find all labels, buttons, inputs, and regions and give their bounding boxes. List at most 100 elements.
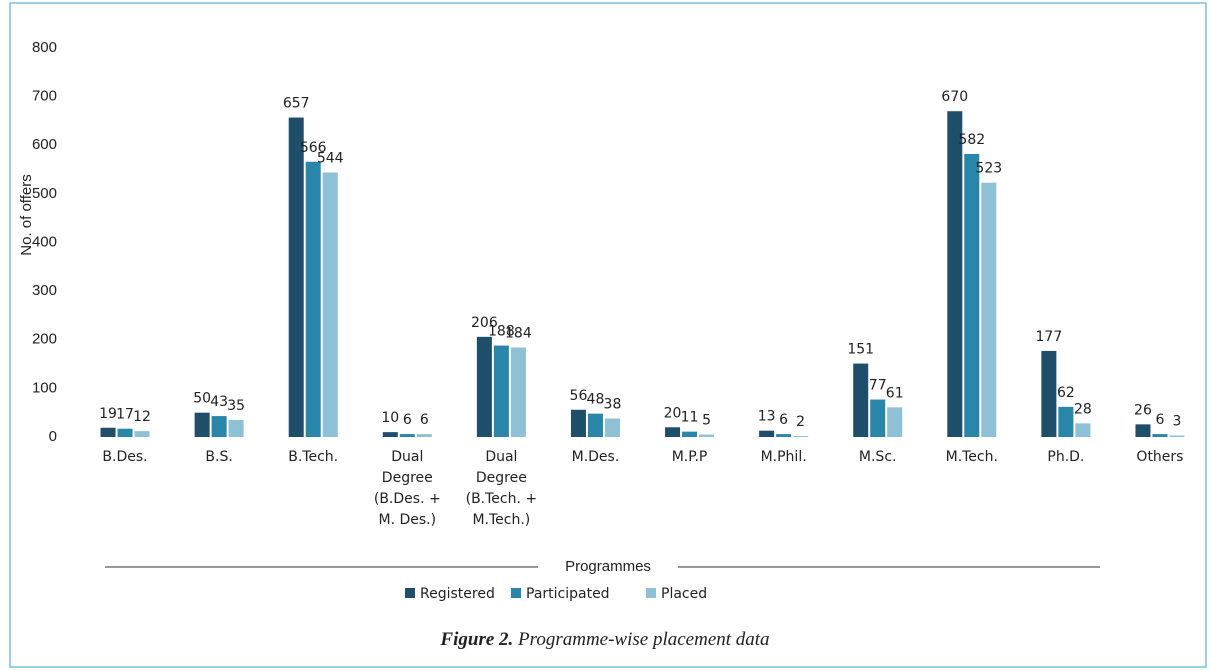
x-tick-label-box: M.Tech. — [945, 449, 998, 465]
value-label: 6 — [420, 412, 429, 428]
x-tick-label: B.Tech. — [288, 449, 339, 465]
bar — [587, 413, 603, 437]
bar — [870, 399, 886, 437]
bar — [964, 154, 980, 437]
bar — [382, 432, 398, 437]
y-tick-label: 700 — [32, 88, 57, 105]
value-label: 188 — [488, 324, 515, 340]
x-tick-label-box: M.Des. — [572, 449, 620, 465]
x-tick-label: M.P.P — [671, 449, 708, 465]
bar — [759, 430, 775, 437]
bar — [1152, 434, 1168, 437]
value-label: 544 — [317, 150, 344, 166]
value-label: 151 — [847, 342, 874, 358]
x-tick-label-box: B.Des. — [102, 449, 148, 465]
value-label: 12 — [133, 409, 151, 425]
caption-text: Programme-wise placement data — [517, 629, 770, 650]
caption-label: Figure 2. — [439, 629, 513, 650]
legend-label: Registered — [420, 586, 495, 602]
value-label: 50 — [193, 391, 211, 407]
caption: Figure 2. Programme-wise placement data — [439, 629, 769, 650]
bar — [288, 117, 304, 437]
value-label: 17 — [116, 407, 134, 423]
x-tick-label-box: B.Tech. — [288, 449, 339, 465]
bar — [981, 182, 997, 437]
x-tick-label-box: M.Phil. — [760, 449, 807, 465]
x-tick-label-box: Ph.D. — [1047, 449, 1085, 465]
bar — [793, 436, 809, 437]
bar — [947, 111, 963, 438]
x-tick-label: Dual Degree (B.Des. + M. Des.) — [373, 449, 441, 528]
x-tick-label-box: Dual Degree (B.Tech. + M.Tech.) — [466, 449, 538, 528]
value-label: 6 — [403, 412, 412, 428]
value-label: 177 — [1036, 329, 1063, 345]
value-label: 61 — [886, 385, 904, 401]
value-label: 6 — [779, 412, 788, 428]
value-label: 6 — [1155, 412, 1164, 428]
x-tick-label: Ph.D. — [1047, 449, 1085, 465]
y-tick-label: 800 — [32, 39, 57, 56]
value-label: 11 — [681, 410, 699, 426]
legend-swatch — [405, 588, 415, 598]
frame — [9, 2, 1207, 668]
x-axis-label: Programmes — [565, 558, 651, 575]
bar — [510, 347, 526, 437]
x-tick-label: B.S. — [205, 449, 233, 465]
bar — [211, 416, 227, 437]
x-tick-label-box: Dual Degree (B.Des. + M. Des.) — [373, 449, 441, 528]
bar — [476, 336, 492, 437]
x-tick-label-box: M.P.P — [671, 449, 708, 465]
value-label: 670 — [941, 89, 968, 105]
y-tick-label: 100 — [32, 379, 57, 396]
x-tick-label-box: Others — [1136, 449, 1184, 465]
value-label: 657 — [283, 96, 310, 112]
bar — [1075, 423, 1091, 437]
y-tick-label: 400 — [32, 233, 57, 250]
value-label: 10 — [381, 410, 399, 426]
bar — [570, 409, 586, 437]
x-tick-label: B.Des. — [102, 449, 148, 465]
value-label: 206 — [471, 315, 498, 331]
bar — [228, 419, 244, 437]
value-label: 2 — [796, 414, 805, 430]
bar — [665, 427, 681, 437]
y-tick-label: 500 — [32, 185, 57, 202]
value-label: 62 — [1057, 385, 1075, 401]
bar — [776, 434, 792, 437]
bar — [416, 434, 432, 437]
bar — [1169, 435, 1185, 437]
x-tick-label: Others — [1136, 449, 1184, 465]
bar — [100, 427, 116, 437]
x-tick-label: M.Phil. — [760, 449, 807, 465]
x-tick-label-box: B.S. — [205, 449, 233, 465]
value-label: 48 — [587, 392, 605, 408]
y-tick-label: 200 — [32, 331, 57, 348]
bar — [493, 345, 509, 437]
bar — [322, 172, 338, 438]
value-label: 19 — [99, 406, 117, 422]
y-axis-label: No. of offers — [18, 174, 35, 255]
value-label: 35 — [227, 398, 245, 414]
bar — [399, 434, 415, 437]
bar — [1041, 350, 1057, 437]
bar — [134, 431, 150, 437]
bar — [1058, 406, 1074, 437]
x-tick-label: M.Tech. — [945, 449, 998, 465]
value-label: 38 — [604, 397, 622, 413]
value-label: 523 — [975, 161, 1002, 177]
bar — [194, 412, 210, 437]
value-label: 5 — [702, 413, 711, 429]
bar — [117, 428, 133, 437]
x-tick-label: M.Sc. — [858, 449, 897, 465]
value-label: 582 — [958, 132, 985, 148]
bar — [682, 431, 698, 437]
x-tick-label-box: M.Sc. — [858, 449, 897, 465]
bar — [604, 418, 620, 437]
value-label: 566 — [300, 140, 327, 156]
legend-label: Participated — [526, 586, 610, 602]
y-tick-label: 600 — [32, 136, 57, 153]
bar — [305, 161, 321, 437]
value-label: 26 — [1134, 402, 1152, 418]
value-label: 13 — [758, 409, 776, 425]
